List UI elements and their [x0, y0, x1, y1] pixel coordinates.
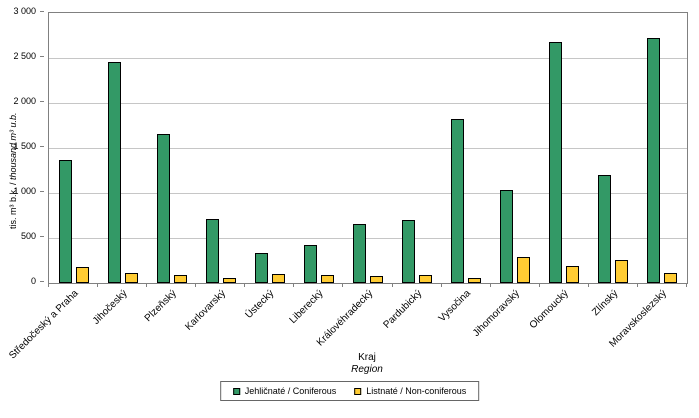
x-tick-mark [146, 283, 147, 287]
bar-group [393, 13, 442, 283]
y-tick-label: 2 000 [13, 96, 36, 106]
x-tick-mark [293, 283, 294, 287]
x-category-label: Zlínský [589, 288, 621, 319]
x-category-label: Karlovarský [182, 288, 228, 333]
x-tick-mark [244, 283, 245, 287]
bar-group [638, 13, 687, 283]
non-coniferous-bar [173, 275, 187, 283]
x-axis-title-en: Region [351, 364, 383, 375]
legend-item: Jehličnaté / Coniferous [232, 386, 337, 396]
y-tick-label: 500 [20, 231, 36, 241]
x-tick-mark [48, 283, 49, 287]
coniferous-bar [598, 175, 612, 283]
gridline [49, 103, 687, 104]
bar-group [196, 13, 245, 283]
coniferous-bar [549, 42, 563, 283]
non-coniferous-bar [75, 267, 89, 283]
x-category-label: Vysočina [436, 288, 473, 325]
x-category-label: Plzeňský [142, 288, 179, 325]
x-tick-mark [686, 283, 687, 287]
non-coniferous-bar [124, 273, 138, 283]
plot-area [48, 12, 688, 284]
bar-group [442, 13, 491, 283]
coniferous-bar [402, 220, 416, 283]
coniferous-bar [500, 190, 514, 283]
y-tick-label: 3 000 [13, 6, 36, 16]
x-tick-mark [195, 283, 196, 287]
coniferous-bar [303, 245, 317, 283]
y-tick-mark [40, 101, 44, 102]
bar-group [540, 13, 589, 283]
coniferous-swatch [232, 387, 240, 395]
y-tick-label: 1 500 [13, 141, 36, 151]
x-tick-mark [490, 283, 491, 287]
y-tick-mark [40, 281, 44, 282]
y-tick-mark [40, 146, 44, 147]
coniferous-bar [58, 160, 72, 283]
bars [49, 13, 687, 283]
y-tick-mark [40, 56, 44, 57]
coniferous-bar [353, 224, 366, 283]
x-tick-mark [637, 283, 638, 287]
bar-group [589, 13, 638, 283]
x-category-label: Ústecký [243, 288, 277, 321]
bar-group [245, 13, 294, 283]
non-coniferous-bar [664, 273, 678, 283]
gridline [49, 148, 687, 149]
bar-group [491, 13, 540, 283]
bar-group [294, 13, 343, 283]
non-coniferous-bar [222, 278, 236, 283]
y-tick-mark [40, 191, 44, 192]
x-axis-labels: Středočeský a Praha Jihočeský Plzeňský Karl… [0, 288, 699, 362]
x-axis-title: Kraj Region [48, 352, 686, 376]
x-tick-mark [539, 283, 540, 287]
coniferous-bar [107, 62, 121, 283]
non-coniferous-bar [615, 260, 629, 283]
gridline [49, 58, 687, 59]
coniferous-bar [451, 119, 465, 283]
x-tick-mark [392, 283, 393, 287]
legend: Jehličnaté / Coniferous Listnaté / Non-co… [219, 381, 480, 401]
gridline [49, 238, 687, 239]
coniferous-bar [647, 38, 661, 283]
x-tick-mark [97, 283, 98, 287]
x-axis-ticks [48, 283, 687, 287]
y-tick-label: 1 000 [13, 186, 36, 196]
non-coniferous-bar [320, 275, 334, 283]
bar-group [343, 13, 392, 283]
non-coniferous-bar [517, 257, 531, 283]
gridline [49, 193, 687, 194]
x-category-label: Jihočeský [90, 288, 130, 327]
y-tick-mark [40, 236, 44, 237]
x-category-label: Olomoucký [527, 288, 572, 332]
non-coniferous-bar [370, 276, 383, 283]
non-coniferous-bar [468, 278, 482, 283]
y-tick-label: 0 [30, 276, 36, 286]
y-axis: 0 500 1 000 1 500 2 000 2 500 3 000 [0, 6, 44, 286]
legend-item: Listnaté / Non-coniferous [354, 386, 466, 396]
bar-group [147, 13, 196, 283]
x-tick-mark [441, 283, 442, 287]
non-coniferous-bar [271, 274, 285, 283]
x-axis-title-cs: Kraj [358, 352, 376, 363]
x-category-label: Jihomoravský [471, 288, 523, 340]
x-tick-mark [342, 283, 343, 287]
non-coniferous-bar [419, 275, 433, 283]
x-category-label: Liberecký [287, 288, 326, 327]
y-tick-label: 2 500 [13, 51, 36, 61]
coniferous-bar [254, 253, 268, 283]
x-tick-mark [588, 283, 589, 287]
x-category-label: Středočeský a Praha [6, 288, 81, 362]
coniferous-bar [156, 134, 170, 283]
bar-group [98, 13, 147, 283]
legend-label: Jehličnaté / Coniferous [244, 386, 337, 396]
x-category-label: Pardubický [381, 288, 424, 331]
bar-group [49, 13, 98, 283]
non-coniferous-swatch [354, 387, 362, 395]
y-tick-mark [40, 11, 44, 12]
coniferous-bar [205, 219, 219, 283]
non-coniferous-bar [566, 266, 580, 283]
legend-label: Listnaté / Non-coniferous [366, 386, 467, 396]
